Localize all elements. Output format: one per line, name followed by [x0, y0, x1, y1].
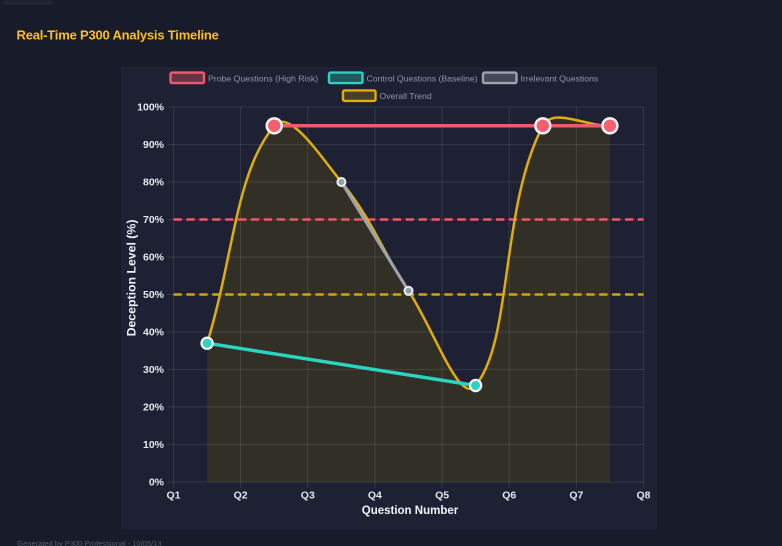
- svg-text:90%: 90%: [143, 139, 165, 151]
- svg-text:Real-Time P300 Analysis Timeli: Real-Time P300 Analysis Timeline: [17, 28, 219, 43]
- svg-text:Generated by P300 Professional: Generated by P300 Professional - 10/05/1…: [17, 539, 161, 546]
- svg-text:Probe Questions (High Risk): Probe Questions (High Risk): [208, 73, 318, 83]
- svg-text:80%: 80%: [143, 177, 165, 189]
- svg-text:Control Questions (Baseline): Control Questions (Baseline): [367, 73, 478, 83]
- svg-text:Q2: Q2: [234, 489, 248, 501]
- svg-text:40%: 40%: [143, 327, 165, 339]
- svg-text:30%: 30%: [143, 364, 165, 376]
- svg-text:Q8: Q8: [636, 489, 650, 501]
- svg-text:50%: 50%: [143, 289, 165, 301]
- svg-text:Q3: Q3: [301, 489, 315, 501]
- svg-text:Q6: Q6: [502, 489, 516, 501]
- svg-text:Question Number: Question Number: [362, 505, 459, 517]
- svg-text:0%: 0%: [149, 477, 165, 489]
- svg-text:Q4: Q4: [368, 489, 382, 501]
- svg-text:70%: 70%: [143, 214, 165, 226]
- svg-text:Deception Level (%): Deception Level (%): [124, 220, 138, 337]
- svg-text:20%: 20%: [143, 402, 165, 414]
- svg-text:Overall Trend: Overall Trend: [380, 91, 432, 101]
- svg-text:100%: 100%: [137, 102, 165, 114]
- svg-text:60%: 60%: [143, 252, 165, 264]
- svg-text:Q1: Q1: [166, 489, 180, 501]
- svg-text:Irrelevant Questions: Irrelevant Questions: [521, 73, 599, 83]
- svg-text:Q5: Q5: [435, 489, 449, 501]
- svg-text:10%: 10%: [143, 439, 165, 451]
- svg-text:Q7: Q7: [569, 489, 583, 501]
